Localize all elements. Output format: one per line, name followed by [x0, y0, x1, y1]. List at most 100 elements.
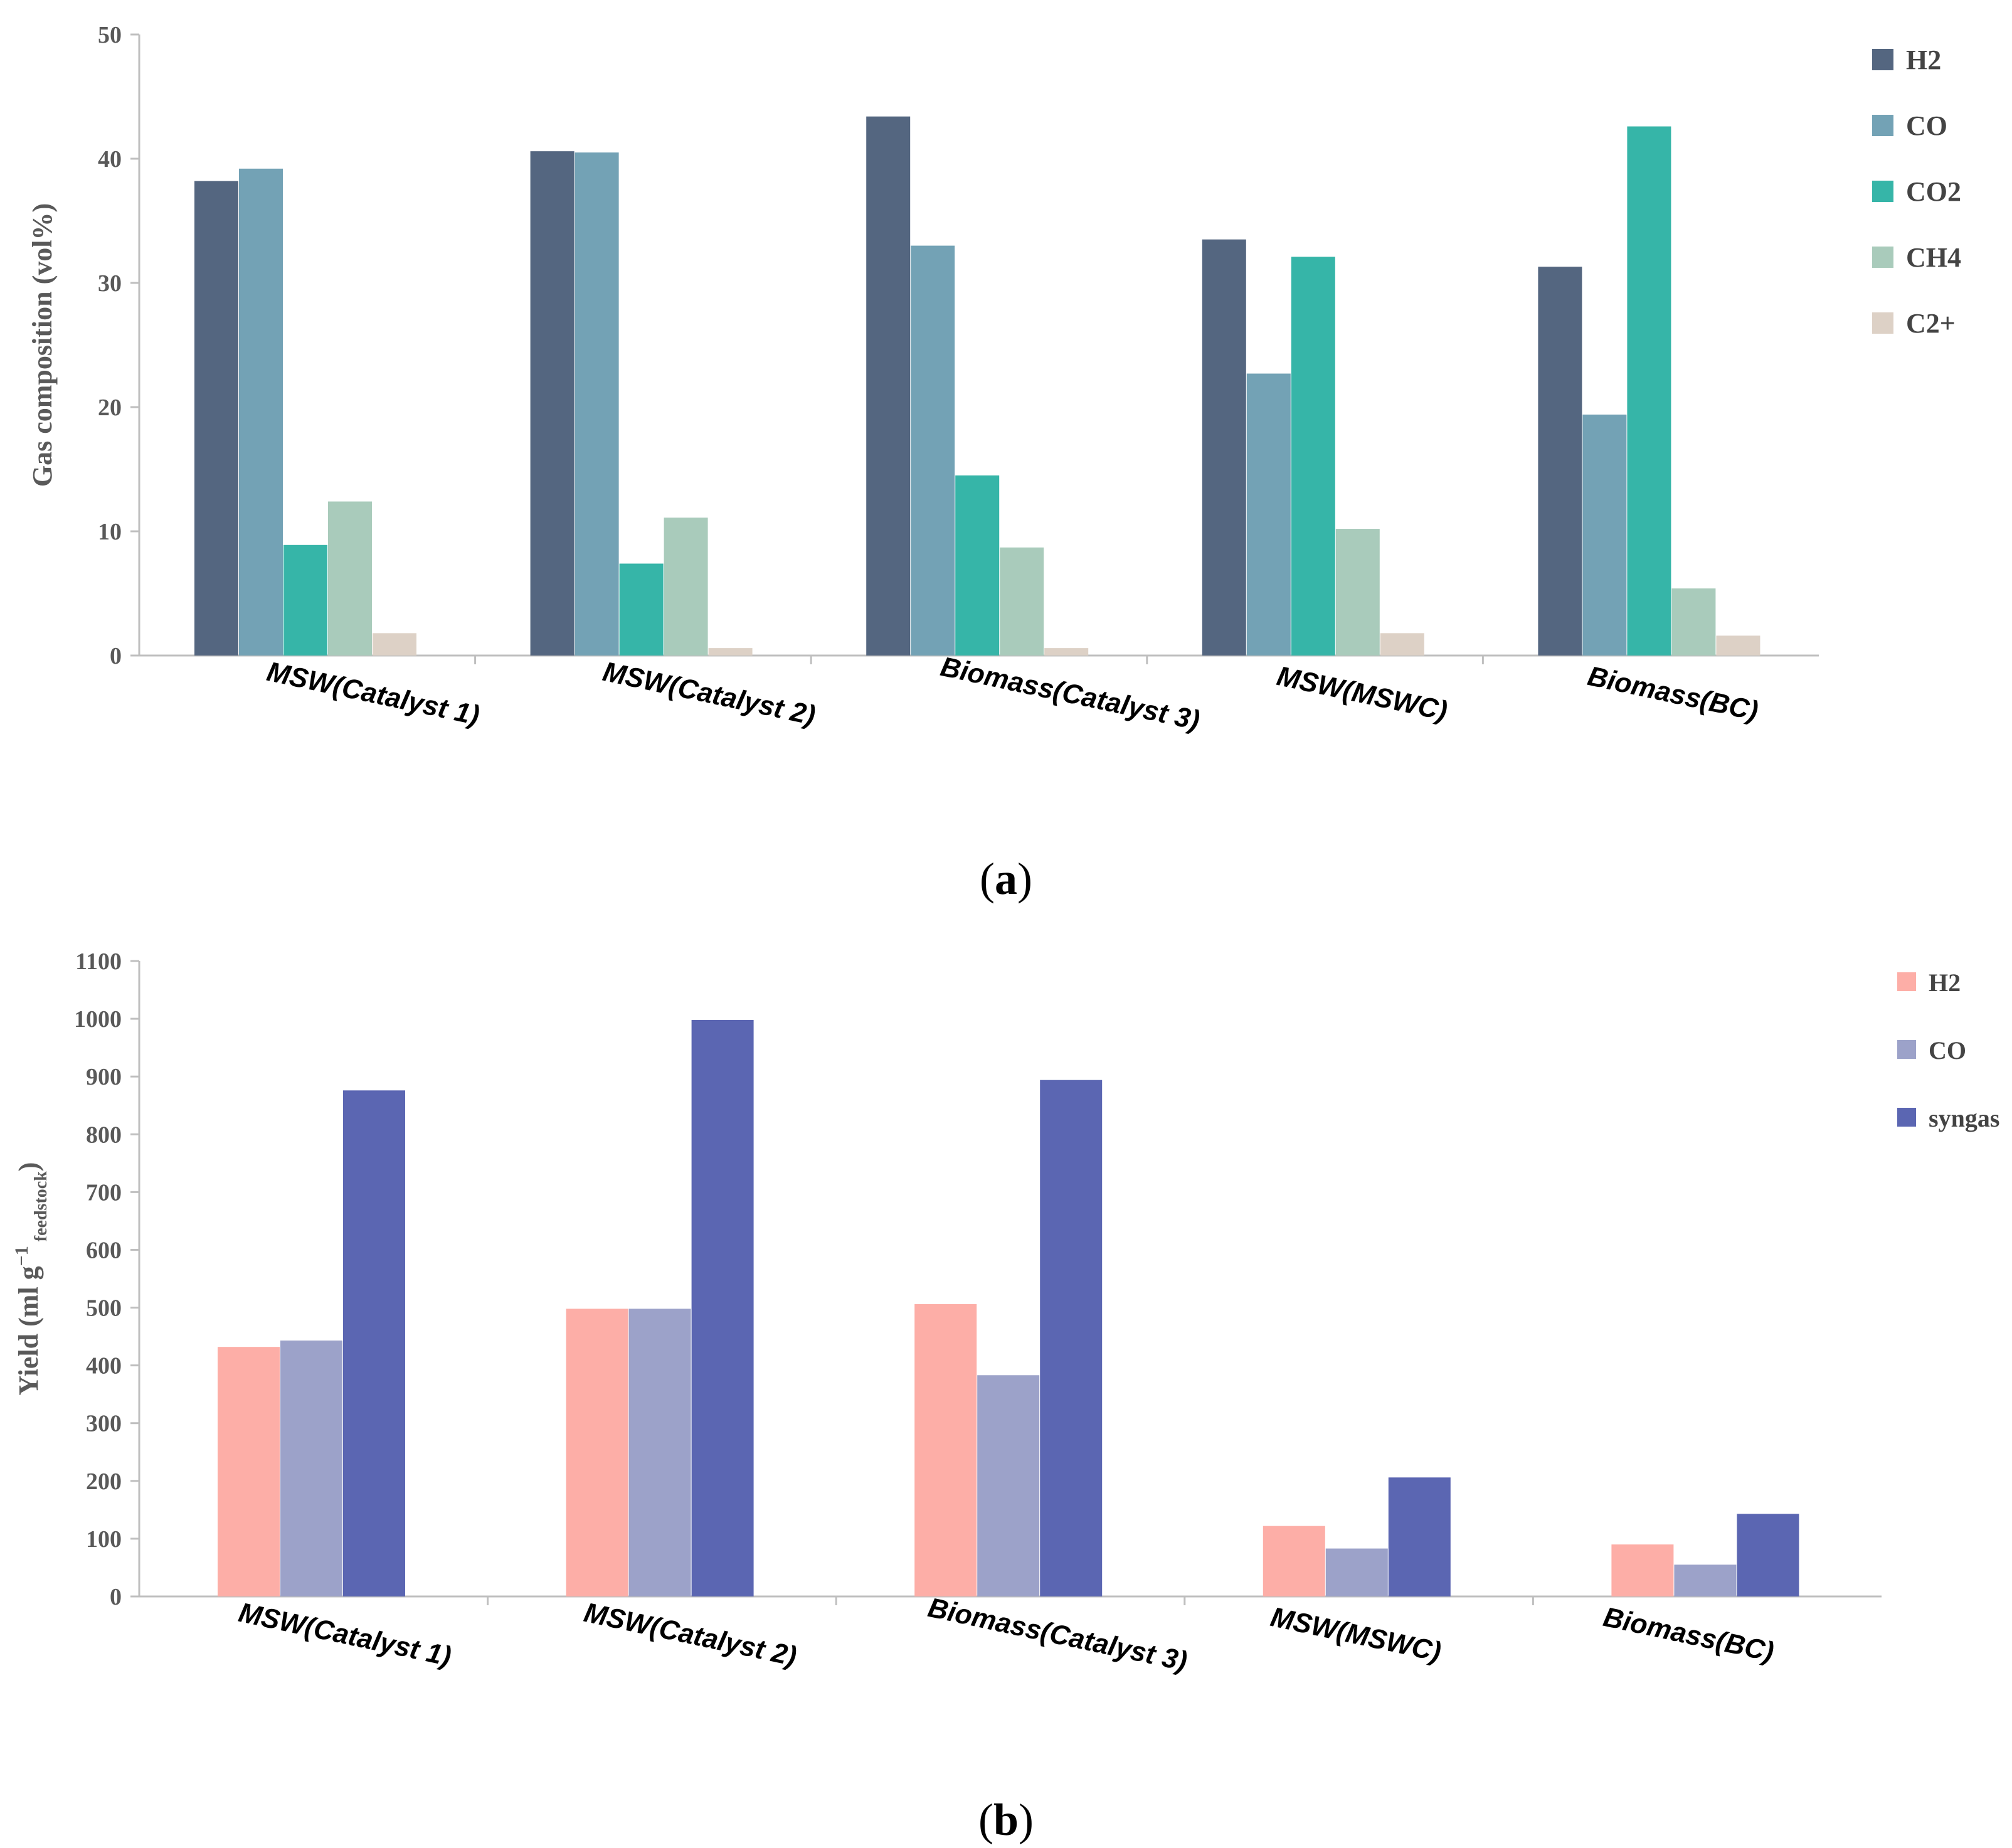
bar-c2-4: [1380, 633, 1424, 656]
y-tick-label: 100: [86, 1526, 122, 1553]
x-category-label: MSW(Catalyst 2): [600, 656, 818, 731]
bar-h2-5: [1538, 267, 1582, 656]
bar-c2-1: [373, 633, 416, 656]
y-tick-label: 300: [86, 1411, 122, 1437]
panel-label-open: (: [980, 854, 995, 904]
chart-panel-b: 0 100 200 300 400 500 600 700 800 900 1000 1100 MSW(…: [11, 948, 1999, 1845]
bar-h2-5: [1611, 1544, 1674, 1596]
bar-h2-3: [866, 116, 911, 656]
bar-syngas-5: [1737, 1514, 1799, 1596]
x-category-label: MSW(Catalyst 1): [236, 1597, 453, 1672]
y-axis-title-sup: −1: [11, 1246, 32, 1266]
bar-co-4: [1325, 1548, 1388, 1596]
y-axis-title: Yield (ml g−1 feedstock): [11, 1162, 51, 1396]
x-category-label: Biomass(Catalyst 3): [938, 651, 1202, 736]
y-tick-label: 1100: [75, 948, 122, 975]
y-axis-title-sub: feedstock: [31, 1171, 51, 1246]
y-tick-label: 700: [86, 1179, 122, 1206]
x-category-label: MSW(Catalyst 1): [264, 656, 482, 731]
bar-ch4-5: [1671, 588, 1716, 656]
bar-co-2: [628, 1309, 691, 1596]
bar-ch4-1: [328, 501, 372, 656]
legend-label-co2: CO2: [1906, 176, 1961, 207]
panel-label-open: (: [978, 1795, 993, 1845]
bar-syngas-3: [1040, 1080, 1103, 1596]
y-tick-label: 40: [98, 146, 122, 173]
bar-h2-1: [194, 181, 238, 656]
y-tick-label: 0: [110, 1584, 122, 1610]
panel-label-letter: b: [993, 1795, 1019, 1845]
bar-co2-1: [283, 544, 327, 656]
legend-swatch-c2: [1872, 312, 1893, 334]
x-category-label: Biomass(BC): [1585, 661, 1760, 726]
x-category-label: MSW(MSWC): [1268, 1601, 1444, 1667]
legend-swatch-h2: [1872, 49, 1893, 70]
bar-h2-4: [1263, 1526, 1325, 1596]
chart-panel-a: 0 10 20 30 40 50 MSW(Catalyst 1) MSW(Catalyst 2…: [27, 22, 1961, 904]
bar-co-2: [574, 152, 619, 656]
bar-co-1: [239, 168, 283, 656]
x-category-label: Biomass(BC): [1601, 1601, 1776, 1667]
bar-co-1: [280, 1341, 342, 1596]
bar-syngas-4: [1388, 1477, 1451, 1596]
y-tick-label: 600: [86, 1237, 122, 1263]
y-axis-title-main: Yield (ml g: [13, 1266, 44, 1395]
y-axis-title: Gas composition (vol%): [27, 203, 58, 487]
bar-ch4-3: [1000, 547, 1044, 656]
legend-swatch-co: [1872, 115, 1893, 136]
bar-c2-3: [1044, 648, 1089, 656]
bar-co-5: [1674, 1564, 1737, 1596]
y-tick-label: 400: [86, 1353, 122, 1379]
bar-co2-4: [1291, 257, 1335, 656]
legend-swatch-syngas: [1897, 1108, 1916, 1127]
bar-h2-2: [530, 151, 574, 656]
bar-c2-2: [708, 648, 753, 656]
bar-co2-3: [955, 475, 1000, 656]
x-category-label: MSW(MSWC): [1274, 661, 1450, 726]
panel-label-close: ): [1017, 854, 1032, 904]
bar-syngas-1: [343, 1090, 405, 1596]
bar-co-3: [911, 245, 955, 656]
legend-label-h2: H2: [1906, 45, 1941, 75]
legend-label-h2: H2: [1929, 969, 1961, 997]
bar-c2-5: [1716, 635, 1760, 656]
legend-label-c2: C2+: [1906, 308, 1956, 339]
x-category-label: Biomass(Catalyst 3): [925, 1592, 1190, 1677]
legend-swatch-co: [1897, 1040, 1916, 1059]
bar-co2-2: [619, 563, 664, 656]
y-tick-label: 900: [86, 1064, 122, 1090]
panel-label: (b): [978, 1795, 1034, 1845]
y-tick-label: 30: [98, 270, 122, 297]
legend-swatch-h2: [1897, 972, 1916, 991]
panel-label-close: ): [1019, 1795, 1034, 1845]
y-tick-label: 20: [98, 395, 122, 421]
legend-swatch-ch4: [1872, 247, 1893, 268]
y-tick-label: 1000: [74, 1006, 122, 1033]
bar-h2-2: [566, 1309, 628, 1596]
legend-swatch-co2: [1872, 181, 1893, 202]
bar-co2-5: [1627, 126, 1671, 656]
y-tick-label: 800: [86, 1122, 122, 1148]
panel-label-letter: a: [995, 854, 1017, 904]
bar-h2-4: [1202, 239, 1246, 656]
y-axis-title-close: ): [13, 1162, 44, 1172]
bar-co-4: [1246, 373, 1291, 656]
legend-label-co: CO: [1906, 110, 1947, 141]
bar-ch4-2: [664, 518, 708, 656]
bar-co-5: [1582, 414, 1627, 656]
legend-label-co: CO: [1929, 1036, 1966, 1065]
y-tick-label: 200: [86, 1468, 122, 1495]
bar-co-3: [977, 1375, 1040, 1596]
panel-label: (a): [980, 854, 1032, 904]
bar-h2-3: [914, 1304, 977, 1596]
y-tick-label: 500: [86, 1295, 122, 1322]
y-tick-label: 10: [98, 519, 122, 545]
x-category-label: MSW(Catalyst 2): [581, 1597, 799, 1672]
y-tick-label: 50: [98, 22, 122, 48]
legend-label-ch4: CH4: [1906, 242, 1961, 273]
y-tick-label: 0: [110, 643, 122, 669]
bar-ch4-4: [1335, 529, 1380, 656]
bar-syngas-2: [691, 1019, 754, 1596]
bar-h2-1: [218, 1347, 280, 1596]
